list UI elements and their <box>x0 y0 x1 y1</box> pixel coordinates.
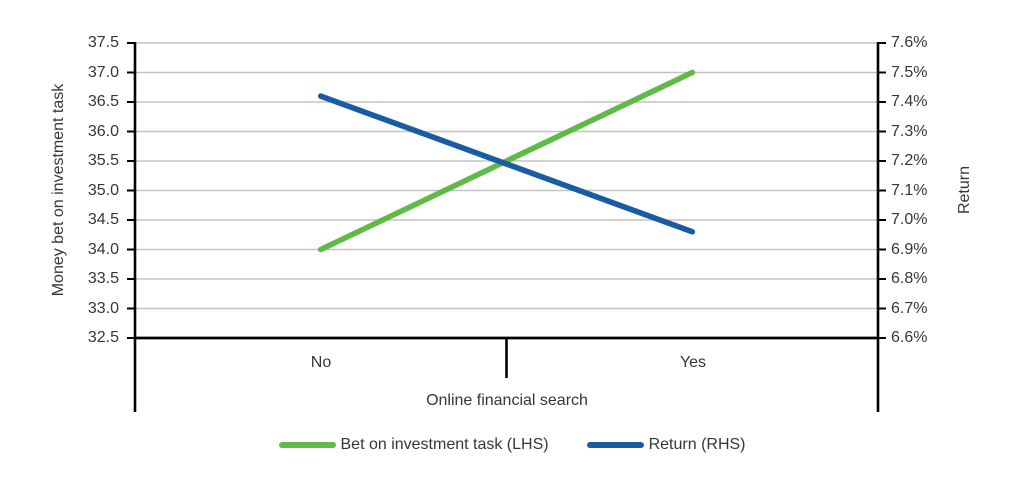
right-tick-label: 7.4% <box>891 93 928 110</box>
right-tick-label: 7.2% <box>891 152 928 169</box>
left-tick-label: 36.5 <box>87 93 119 110</box>
left-tick-label: 36.0 <box>87 122 119 140</box>
right-tick-label: 6.9% <box>891 240 928 258</box>
legend-item-bet: Bet on investment task (LHS) <box>278 436 549 454</box>
category-label-no: No <box>310 354 332 371</box>
left-tick-label: 37.5 <box>87 34 119 51</box>
legend-line-sample-return <box>586 442 644 448</box>
legend-label-return: Return (RHS) <box>648 436 746 453</box>
legend: Bet on investment task (LHS) Return (RHS… <box>0 436 1024 454</box>
right-tick-label: 6.6% <box>891 329 928 346</box>
right-tick-label: 6.8% <box>891 270 928 287</box>
category-label-yes: Yes <box>679 354 707 371</box>
legend-label-bet: Bet on investment task (LHS) <box>340 436 549 453</box>
left-tick-label: 33.5 <box>87 270 119 287</box>
left-tick-label: 35.5 <box>87 152 119 169</box>
left-tick-label: 34.0 <box>87 240 119 258</box>
left-tick-label: 33.0 <box>87 299 119 317</box>
left-axis-title: Money bet on investment task <box>50 83 67 297</box>
left-tick-label: 35.0 <box>87 181 119 199</box>
right-tick-label: 7.0% <box>891 211 928 228</box>
left-tick-label: 37.0 <box>87 63 119 81</box>
right-tick-label: 6.7% <box>891 299 928 317</box>
right-tick-label: 7.3% <box>891 122 928 140</box>
right-tick-label: 7.1% <box>891 181 928 199</box>
right-axis-title: Return <box>956 165 973 215</box>
right-tick-label: 7.6% <box>891 34 928 51</box>
legend-line-sample-bet <box>278 442 336 448</box>
legend-item-return: Return (RHS) <box>586 436 746 454</box>
x-axis-title: Online financial search <box>426 392 588 409</box>
left-tick-label: 32.5 <box>87 329 119 346</box>
left-tick-label: 34.5 <box>87 211 119 228</box>
right-tick-label: 7.5% <box>891 63 928 81</box>
